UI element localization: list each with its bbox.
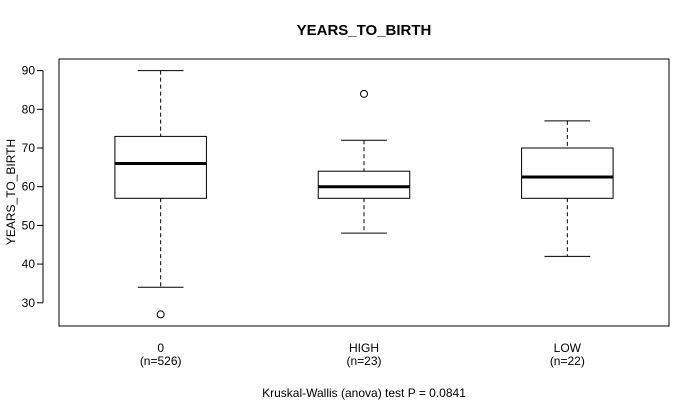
test-footnote: Kruskal-Wallis (anova) test P = 0.0841 [262,386,466,400]
plot-frame [58,58,670,327]
outlier-point [156,310,165,319]
box-low [521,120,614,257]
x-category-label: LOW [554,341,582,355]
y-tick-label: 70 [22,141,36,155]
iqr-box [317,170,411,199]
x-axis-labels: 0(n=526) HIGH(n=23) LOW(n=22) [140,341,585,368]
outlier-point [360,89,368,98]
x-category-count: (n=526) [140,354,182,368]
boxes-group [114,70,614,319]
y-tick-label: 60 [22,180,36,194]
y-tick-label: 80 [22,102,36,116]
y-tick-label: 90 [22,64,36,78]
y-tick-label: 50 [22,218,36,232]
y-axis-label: YEARS_TO_BIRTH [4,139,18,245]
iqr-box [114,135,207,199]
chart-title: YEARS_TO_BIRTH [297,22,432,39]
iqr-box [521,147,614,199]
x-category-label: HIGH [349,341,379,355]
y-axis: 30 40 50 60 70 80 90 [22,64,44,310]
x-category-label: 0 [157,341,164,355]
x-category-count: (n=23) [346,354,381,368]
x-category-count: (n=22) [550,354,585,368]
y-tick-label: 30 [22,296,36,310]
y-tick-label: 40 [22,257,36,271]
box-0 [114,70,207,319]
box-high [317,89,411,234]
